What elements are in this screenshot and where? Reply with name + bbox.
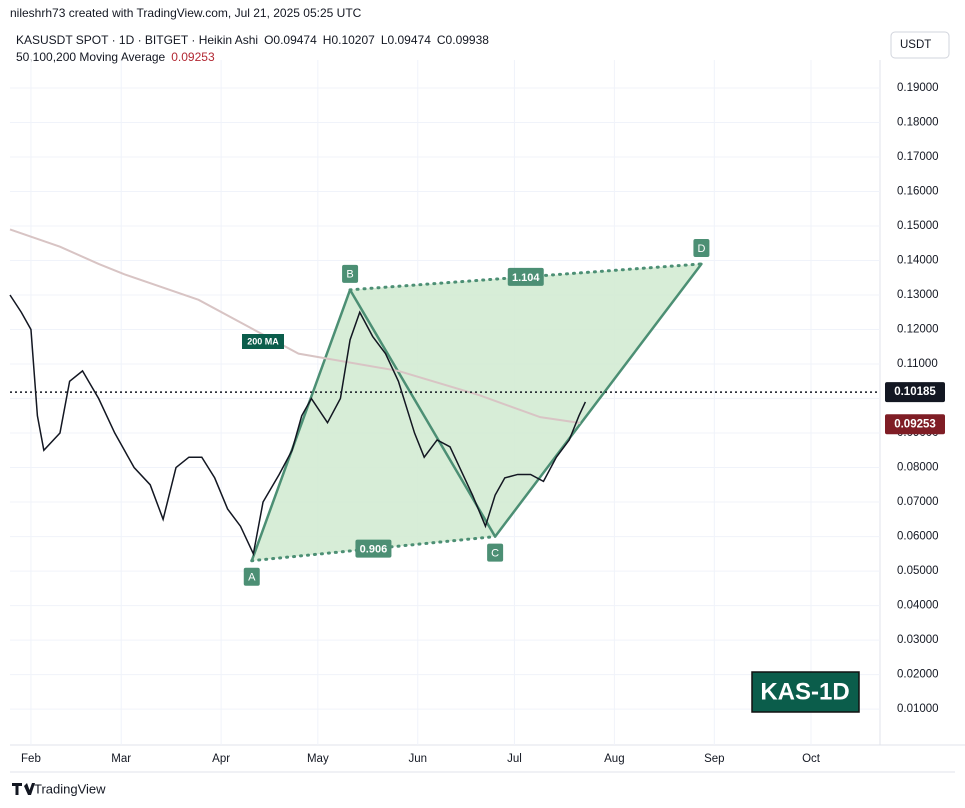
ohlc-value: L0.09474 xyxy=(381,33,431,47)
y-tick-label: 0.04000 xyxy=(897,600,939,612)
brand-logo xyxy=(12,783,35,795)
pattern-leg xyxy=(348,288,497,538)
y-tick-label: 0.13000 xyxy=(897,289,939,301)
ma-label-box xyxy=(242,334,284,349)
x-tick-label: Oct xyxy=(802,753,821,765)
ohlc-value: C0.09938 xyxy=(437,33,489,47)
pattern-dotted-leg xyxy=(250,535,497,563)
x-tick-label: May xyxy=(307,753,329,765)
y-tick-label: 0.15000 xyxy=(897,220,939,232)
pattern-leg xyxy=(493,262,703,538)
y-tick-label: 0.02000 xyxy=(897,669,939,681)
indicator-legend: 50,100,200 Moving Average 0.09253 xyxy=(16,50,215,64)
pattern-point-box xyxy=(487,543,504,562)
x-tick-label: Feb xyxy=(21,753,41,765)
ma-price-label: 0.09253 xyxy=(894,418,936,430)
indicator-name: 50,100,200 Moving Average xyxy=(16,50,166,64)
currency-box xyxy=(890,31,950,59)
x-tick-label: Jul xyxy=(507,753,522,765)
watermark-box xyxy=(751,671,860,713)
pattern-point-box xyxy=(243,567,260,586)
y-tick-label: 0.01000 xyxy=(897,703,939,715)
ratio-label: 0.906 xyxy=(360,544,388,556)
y-tick-label: 0.12000 xyxy=(897,324,939,336)
y-tick-label: 0.08000 xyxy=(897,462,939,474)
pattern-point-label: D xyxy=(697,243,705,255)
brand: TradingView xyxy=(34,781,106,796)
ratio-label: 1.104 xyxy=(512,272,540,284)
ma-price-tag xyxy=(885,414,945,435)
y-tick-label: 0.11000 xyxy=(897,358,938,370)
y-tick-label: 0.14000 xyxy=(897,255,939,267)
chart-title: KASUSDT SPOT · 1D · BITGET · Heikin Ashi xyxy=(16,33,258,47)
watermark: KAS-1D xyxy=(760,678,849,705)
ma-label: 200 MA xyxy=(247,336,279,346)
y-tick-label: 0.07000 xyxy=(897,496,939,508)
x-tick-label: Mar xyxy=(111,753,131,765)
ohlc-value: H0.10207 xyxy=(323,33,375,47)
ohlc-value: O0.09474 xyxy=(264,33,317,47)
currency: USDT xyxy=(900,39,931,51)
price-line xyxy=(9,294,587,557)
x-tick-label: Aug xyxy=(604,753,624,765)
pattern-bcd xyxy=(350,263,702,537)
x-tick-label: Apr xyxy=(212,753,230,765)
pattern-point-label: B xyxy=(346,269,353,281)
y-tick-label: 0.03000 xyxy=(897,634,939,646)
chart-header: KASUSDT SPOT · 1D · BITGET · Heikin Ashi… xyxy=(16,33,489,47)
pattern-point-label: C xyxy=(491,547,499,559)
y-tick-label: 0.17000 xyxy=(897,151,939,163)
x-tick-label: Jun xyxy=(408,753,427,765)
y-tick-label: 0.19000 xyxy=(897,82,939,94)
pattern-point-box xyxy=(693,238,710,257)
attribution: nileshrh73 created with TradingView.com,… xyxy=(10,6,362,20)
pattern-point-box xyxy=(342,264,359,283)
x-tick-label: Sep xyxy=(704,753,724,765)
y-tick-label: 0.18000 xyxy=(897,116,939,128)
last-price-tag xyxy=(885,382,945,403)
moving-average xyxy=(9,228,581,425)
indicator-value: 0.09253 xyxy=(171,50,215,64)
y-tick-label: 0.05000 xyxy=(897,565,939,577)
pattern-xab xyxy=(251,289,496,561)
last-price-label: 0.10185 xyxy=(894,386,936,398)
pattern-point-label: A xyxy=(248,572,256,584)
y-tick-label: 0.06000 xyxy=(897,531,939,543)
y-tick-label: 0.16000 xyxy=(897,186,939,198)
ratio-box xyxy=(507,267,544,286)
pattern-leg xyxy=(250,288,352,562)
ratio-box xyxy=(355,539,392,558)
